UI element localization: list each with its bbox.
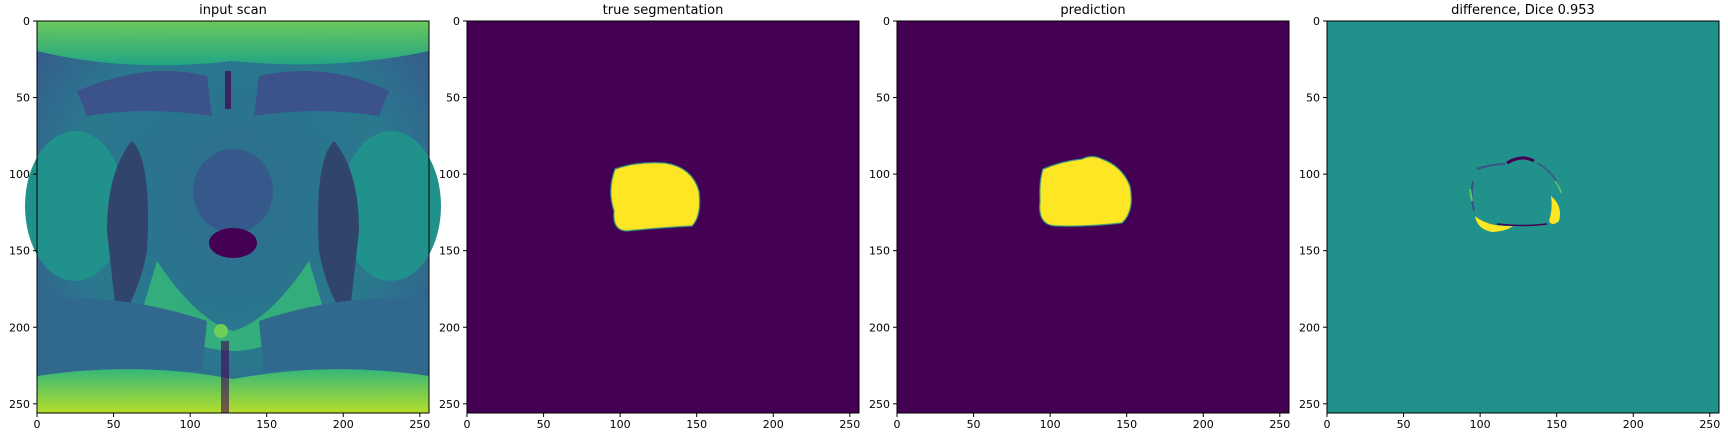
y-tick-label: 200 — [439, 321, 460, 334]
y-tick-label: 0 — [23, 15, 30, 28]
x-tick-label: 150 — [686, 418, 707, 431]
panel-true-segmentation: true segmentation 0 50 100 150 200 250 0 50 100… — [430, 0, 862, 432]
panel-title: input scan — [199, 3, 267, 18]
x-tick-label: 0 — [894, 418, 901, 431]
x-tick-label: 150 — [256, 418, 277, 431]
y-tick-label: 250 — [439, 398, 460, 411]
x-tick-label: 50 — [537, 418, 551, 431]
y-tick-label: 150 — [439, 245, 460, 258]
y-tick-label: 50 — [446, 92, 460, 105]
y-axis: 0 50 100 150 200 250 — [869, 15, 897, 411]
panel-input-scan: input scan — [0, 0, 441, 432]
panel-title: prediction — [1060, 3, 1126, 18]
y-tick-label: 250 — [869, 398, 890, 411]
x-tick-label: 150 — [1116, 418, 1137, 431]
panel-difference: difference, Dice 0.953 0 50 100 150 200 250 0… — [1290, 0, 1722, 432]
x-tick-label: 200 — [1193, 418, 1214, 431]
y-tick-label: 100 — [9, 168, 30, 181]
x-axis: 0 50 100 150 200 250 — [1324, 413, 1720, 431]
x-axis: 0 50 100 150 200 250 — [34, 413, 430, 431]
mask-image — [467, 21, 859, 413]
panel-title: difference, Dice 0.953 — [1451, 3, 1595, 18]
x-tick-label: 0 — [464, 418, 471, 431]
y-axis: 0 50 100 150 200 250 — [9, 15, 37, 411]
y-tick-label: 50 — [16, 92, 30, 105]
image-axes-true-segmentation: 0 50 100 150 200 250 0 50 100 150 200 250 — [439, 15, 860, 431]
y-tick-label: 250 — [9, 398, 30, 411]
y-tick-label: 200 — [869, 321, 890, 334]
x-tick-label: 200 — [763, 418, 784, 431]
y-tick-label: 0 — [1313, 15, 1320, 28]
x-tick-label: 100 — [1470, 418, 1491, 431]
mri-image — [25, 21, 441, 413]
y-tick-label: 100 — [439, 168, 460, 181]
x-tick-label: 250 — [839, 418, 860, 431]
x-tick-label: 100 — [610, 418, 631, 431]
x-tick-label: 0 — [1324, 418, 1331, 431]
x-tick-label: 50 — [1397, 418, 1411, 431]
x-axis: 0 50 100 150 200 250 — [894, 413, 1290, 431]
x-axis: 0 50 100 150 200 250 — [464, 413, 860, 431]
y-tick-label: 200 — [9, 321, 30, 334]
panel-prediction: prediction 0 50 100 150 200 250 0 50 100 150 200 2… — [860, 0, 1292, 432]
x-tick-label: 0 — [34, 418, 41, 431]
panel-title: true segmentation — [602, 3, 724, 18]
y-tick-label: 150 — [1299, 245, 1320, 258]
x-tick-label: 100 — [180, 418, 201, 431]
frame — [36, 20, 430, 414]
image-axes-difference: 0 50 100 150 200 250 0 50 100 150 200 250 — [1299, 15, 1720, 431]
image-axes-prediction: 0 50 100 150 200 250 0 50 100 150 200 250 — [869, 15, 1290, 431]
image-axes-input-scan: 0 50 100 150 200 250 0 50 100 150 200 250 — [9, 15, 441, 431]
y-tick-label: 100 — [1299, 168, 1320, 181]
mask-image — [897, 21, 1289, 413]
y-tick-label: 100 — [869, 168, 890, 181]
y-axis: 0 50 100 150 200 250 — [1299, 15, 1327, 411]
y-tick-label: 50 — [1306, 92, 1320, 105]
y-tick-label: 250 — [1299, 398, 1320, 411]
y-tick-label: 150 — [9, 245, 30, 258]
x-tick-label: 50 — [107, 418, 121, 431]
y-tick-label: 50 — [876, 92, 890, 105]
y-tick-label: 0 — [883, 15, 890, 28]
x-tick-label: 250 — [1699, 418, 1720, 431]
x-tick-label: 50 — [967, 418, 981, 431]
y-axis: 0 50 100 150 200 250 — [439, 15, 467, 411]
y-tick-label: 0 — [453, 15, 460, 28]
x-tick-label: 250 — [1269, 418, 1290, 431]
x-tick-label: 200 — [1623, 418, 1644, 431]
x-tick-label: 250 — [409, 418, 430, 431]
x-tick-label: 150 — [1546, 418, 1567, 431]
x-tick-label: 100 — [1040, 418, 1061, 431]
y-tick-label: 150 — [869, 245, 890, 258]
y-tick-label: 200 — [1299, 321, 1320, 334]
x-tick-label: 200 — [333, 418, 354, 431]
difference-image — [1327, 21, 1719, 413]
